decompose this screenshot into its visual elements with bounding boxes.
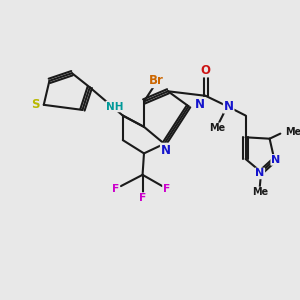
Text: N: N — [224, 100, 234, 113]
Text: NH: NH — [106, 101, 124, 112]
Text: F: F — [139, 193, 146, 203]
Text: Br: Br — [149, 74, 164, 87]
Text: Me: Me — [209, 123, 225, 133]
Text: N: N — [161, 143, 171, 157]
Text: N: N — [195, 98, 205, 111]
Text: N: N — [271, 155, 280, 165]
Text: F: F — [112, 184, 119, 194]
Text: O: O — [200, 64, 211, 76]
Text: Me: Me — [285, 128, 300, 137]
Text: N: N — [255, 168, 264, 178]
Text: F: F — [163, 184, 170, 194]
Text: Me: Me — [252, 187, 268, 197]
Text: S: S — [31, 98, 40, 111]
